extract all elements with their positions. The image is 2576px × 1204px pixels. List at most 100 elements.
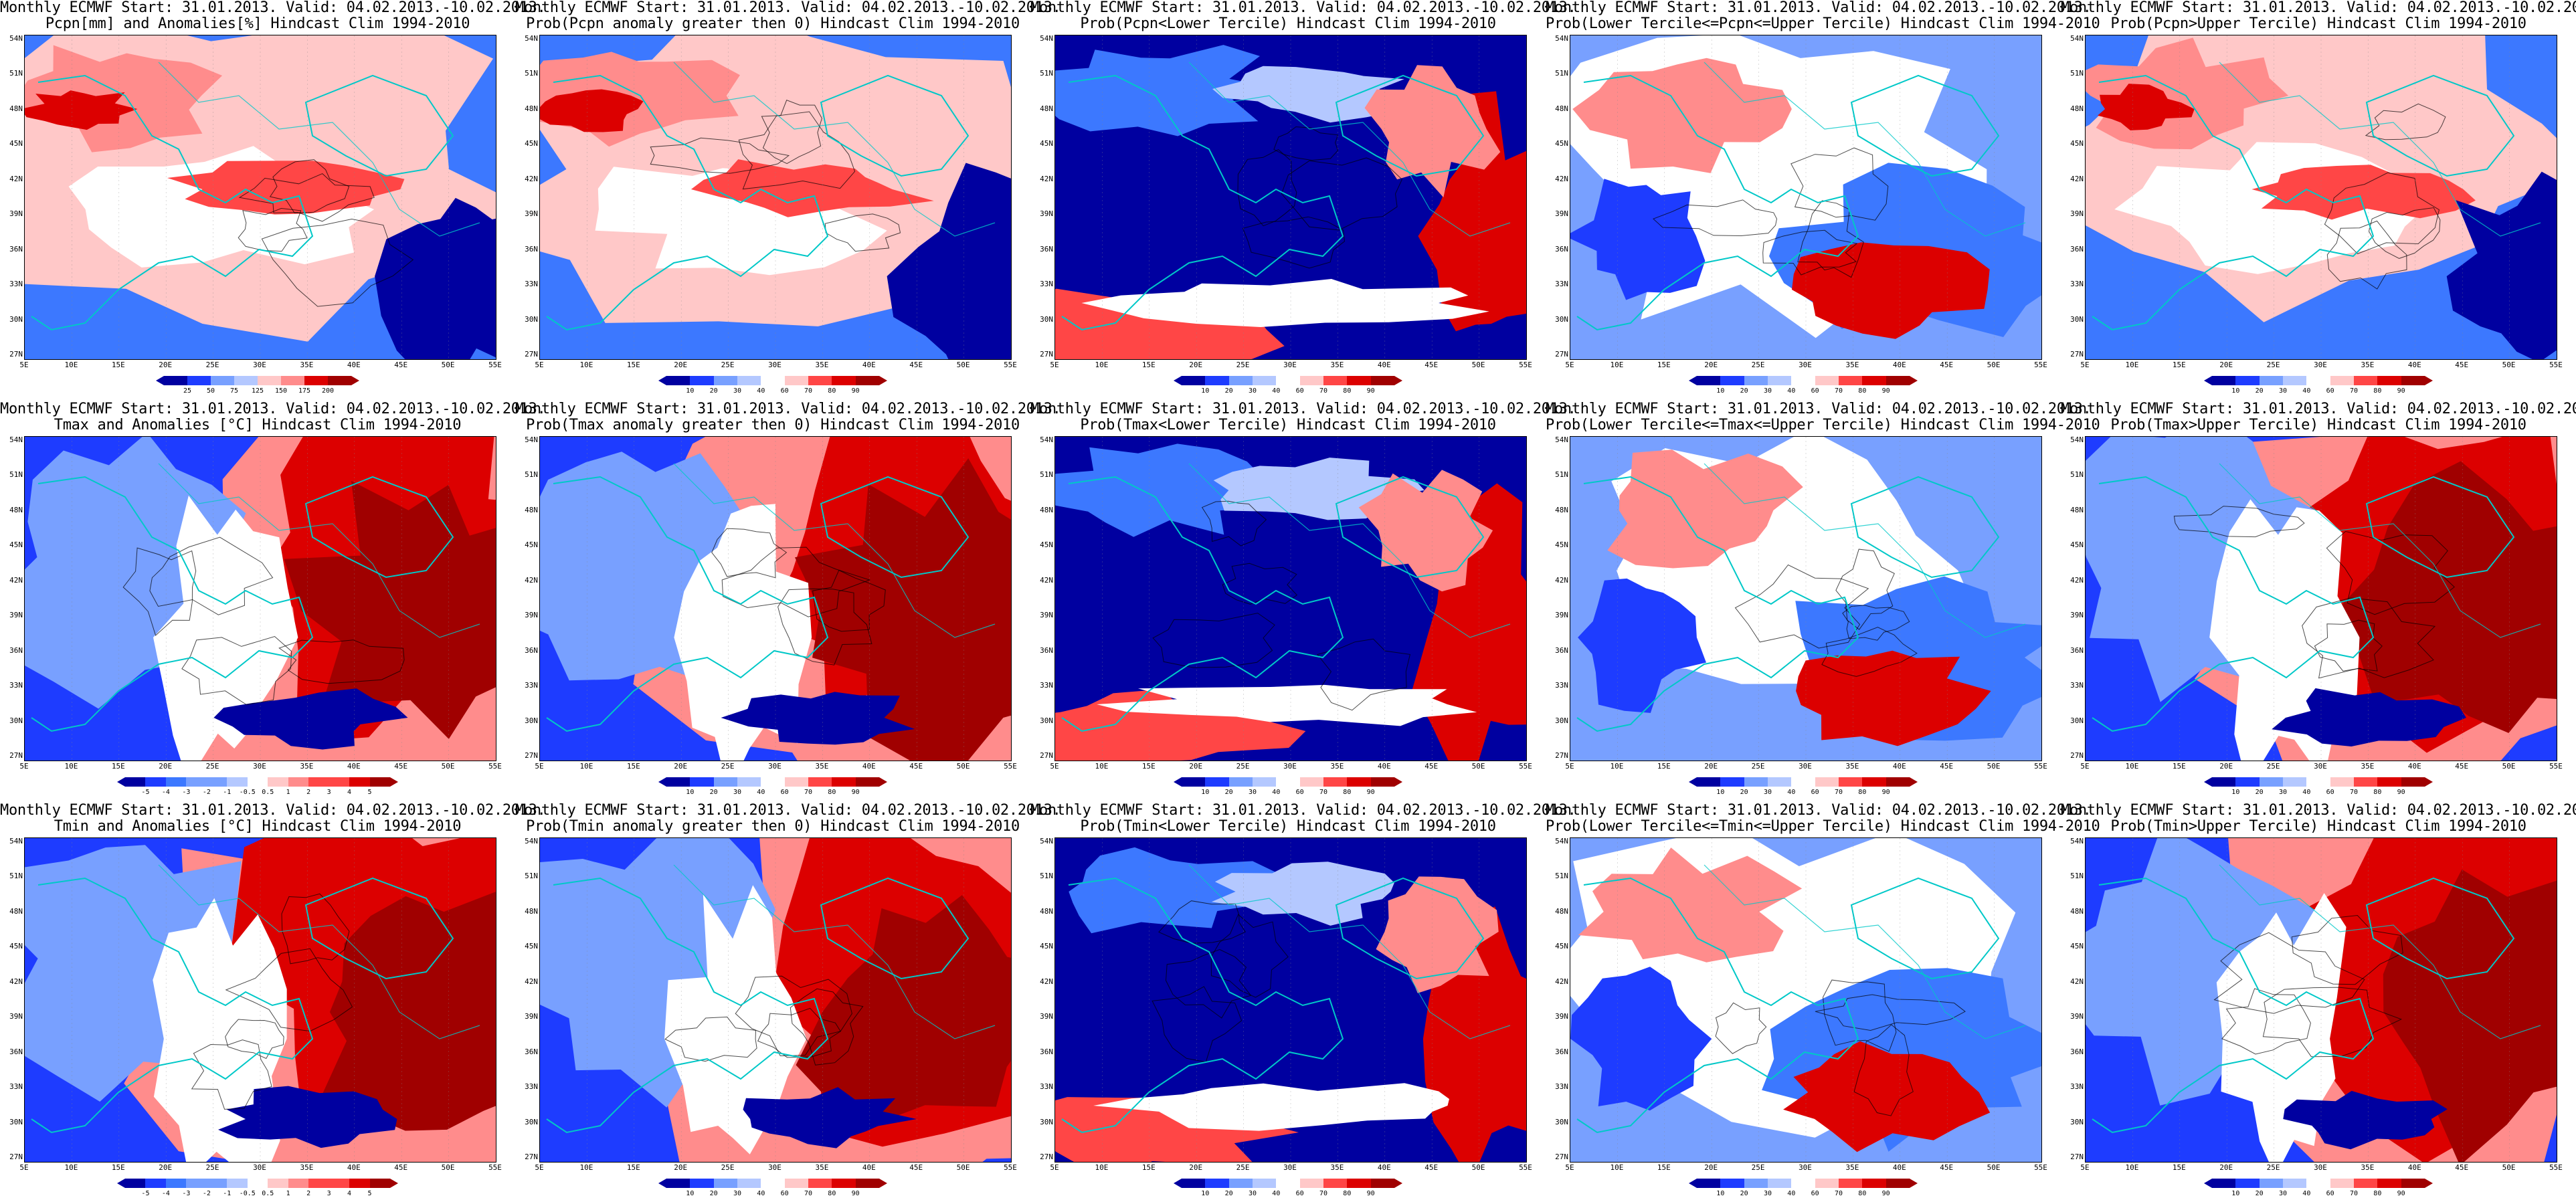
latitude-tick-label: 39N xyxy=(2070,611,2084,620)
longitude-tick-label: 50E xyxy=(441,361,455,369)
colorbar-swatch xyxy=(145,777,166,787)
longitude-tick-label: 25E xyxy=(721,762,735,771)
colorbar-tick-label: 20 xyxy=(1224,387,1233,395)
latitude-tick-label: 33N xyxy=(2070,280,2084,289)
contour-line xyxy=(1715,1002,1767,1054)
map-panel: Monthly ECMWF Start: 31.01.2013. Valid: … xyxy=(1030,0,1576,401)
coastline xyxy=(304,476,454,579)
colorbar-tick-label: 70 xyxy=(1834,789,1843,796)
longitude-tick-label: 25E xyxy=(721,1163,735,1172)
contour-line xyxy=(149,536,274,615)
colorbar-swatch xyxy=(1299,777,1323,787)
latitude-tick-label: 39N xyxy=(1555,611,1568,620)
longitude-tick-label: 45E xyxy=(1424,1163,1439,1172)
longitude-tick-label: 50E xyxy=(1987,361,2001,369)
border-line xyxy=(673,62,996,237)
colorbar-swatch xyxy=(304,376,328,385)
map-area xyxy=(24,35,496,360)
colorbar-tick-label: 90 xyxy=(1366,789,1375,796)
map-field xyxy=(2086,838,2557,1162)
field-region-4 xyxy=(1570,967,1712,1111)
colorbar-tick-label: 10 xyxy=(1201,789,1210,796)
field-region-2 xyxy=(284,480,496,739)
colorbar-low-arrow xyxy=(658,777,666,787)
longitude-tick-label: 50E xyxy=(2502,762,2516,771)
longitude-tick-label: 35E xyxy=(815,361,829,369)
longitude-tick-label: 25E xyxy=(721,361,735,369)
panel-title-line2: Prob(Lower Tercile<=Pcpn<=Upper Tercile)… xyxy=(1546,15,2100,32)
latitude-tick-label: 42N xyxy=(9,174,23,183)
contour-line xyxy=(2365,103,2446,140)
latitude-tick-label: 27N xyxy=(1040,1152,1053,1161)
longitude-tick-label: 35E xyxy=(1845,361,1859,369)
contour-line xyxy=(777,588,872,666)
colorbar-swatch xyxy=(1791,1179,1815,1188)
map-panel: Monthly ECMWF Start: 31.01.2013. Valid: … xyxy=(2061,0,2576,401)
latitude-tick-label: 27N xyxy=(2070,1152,2084,1161)
colorbar-high-arrow xyxy=(1394,1179,1402,1188)
contour-line xyxy=(1797,200,1864,278)
map-field xyxy=(1570,35,2041,359)
latitude-tick-label: 51N xyxy=(1555,69,1568,78)
colorbar-swatch xyxy=(1370,777,1394,787)
contour-line xyxy=(2302,597,2436,679)
colorbar-tick-label: 90 xyxy=(1366,1190,1375,1197)
colorbar-tick-label: 70 xyxy=(1319,1190,1328,1197)
longitude-tick-label: 40E xyxy=(2407,1163,2421,1172)
colorbar-low-arrow xyxy=(1174,1179,1182,1188)
colorbar-tick-label: 20 xyxy=(2255,387,2264,395)
latitude-tick-label: 30N xyxy=(9,314,23,324)
coastline xyxy=(1850,877,2000,980)
field-region-4 xyxy=(1570,179,1706,300)
border-line xyxy=(1188,62,1511,237)
latitude-tick-label: 48N xyxy=(525,104,538,113)
contour-line xyxy=(1242,216,1346,269)
colorbar-swatch xyxy=(1720,1179,1744,1188)
longitude-tick-label: 30E xyxy=(1799,762,1812,771)
contour-line xyxy=(1158,900,1247,944)
longitude-tick-label: 40E xyxy=(1377,361,1391,369)
longitude-tick-label: 30E xyxy=(768,762,781,771)
map-panel: Monthly ECMWF Start: 31.01.2013. Valid: … xyxy=(1546,401,2100,803)
contour-line xyxy=(790,988,864,1066)
colorbar-high-arrow xyxy=(1394,376,1402,385)
contour-line xyxy=(225,1019,284,1060)
longitude-tick-label: 10E xyxy=(2125,762,2139,771)
colorbar-tick-label: 60 xyxy=(780,1190,789,1197)
longitude-tick-label: 55E xyxy=(2549,361,2563,369)
colorbar-swatch xyxy=(1276,376,1300,385)
latitude-tick-label: 27N xyxy=(1040,350,1053,359)
colorbar-swatch xyxy=(2306,777,2330,787)
colorbar-swatch xyxy=(737,1179,761,1188)
latitude-tick-label: 30N xyxy=(9,716,23,725)
colorbar-swatch xyxy=(690,376,714,385)
latitude-tick-label: 27N xyxy=(9,751,23,760)
longitude-tick-label: 15E xyxy=(1141,361,1156,369)
colorbar-swatch xyxy=(247,777,268,787)
colorbar-swatch xyxy=(2330,1179,2354,1188)
contour-line xyxy=(721,546,871,617)
longitude-tick-label: 25E xyxy=(1751,361,1765,369)
contour-line xyxy=(2314,619,2383,672)
panel-title-line2: Prob(Pcpn anomaly greater then 0) Hindca… xyxy=(526,15,1020,32)
colorbar-tick-label: 30 xyxy=(2278,387,2288,395)
latitude-tick-label: 27N xyxy=(1555,751,1568,760)
colorbar-swatch xyxy=(2306,1179,2330,1188)
longitude-tick-label: 15E xyxy=(111,762,125,771)
longitude-tick-label: 15E xyxy=(626,762,640,771)
field-region-5 xyxy=(721,692,915,745)
colorbar-swatch xyxy=(713,777,737,787)
colorbar-swatch xyxy=(329,777,350,787)
colorbar-swatch xyxy=(1862,376,1886,385)
colorbar-tick-label: 80 xyxy=(1858,1190,1867,1197)
colorbar-swatch xyxy=(2377,376,2401,385)
contour-line xyxy=(1281,157,1403,231)
colorbar-swatch xyxy=(2330,777,2354,787)
contour-line xyxy=(261,218,414,307)
border-line xyxy=(1704,463,2026,638)
contour-line xyxy=(1237,148,1297,227)
coastline xyxy=(2365,476,2515,579)
latitude-tick-label: 36N xyxy=(1555,1047,1568,1056)
contour-line xyxy=(1762,229,1858,276)
latitude-tick-label: 51N xyxy=(2070,872,2084,881)
